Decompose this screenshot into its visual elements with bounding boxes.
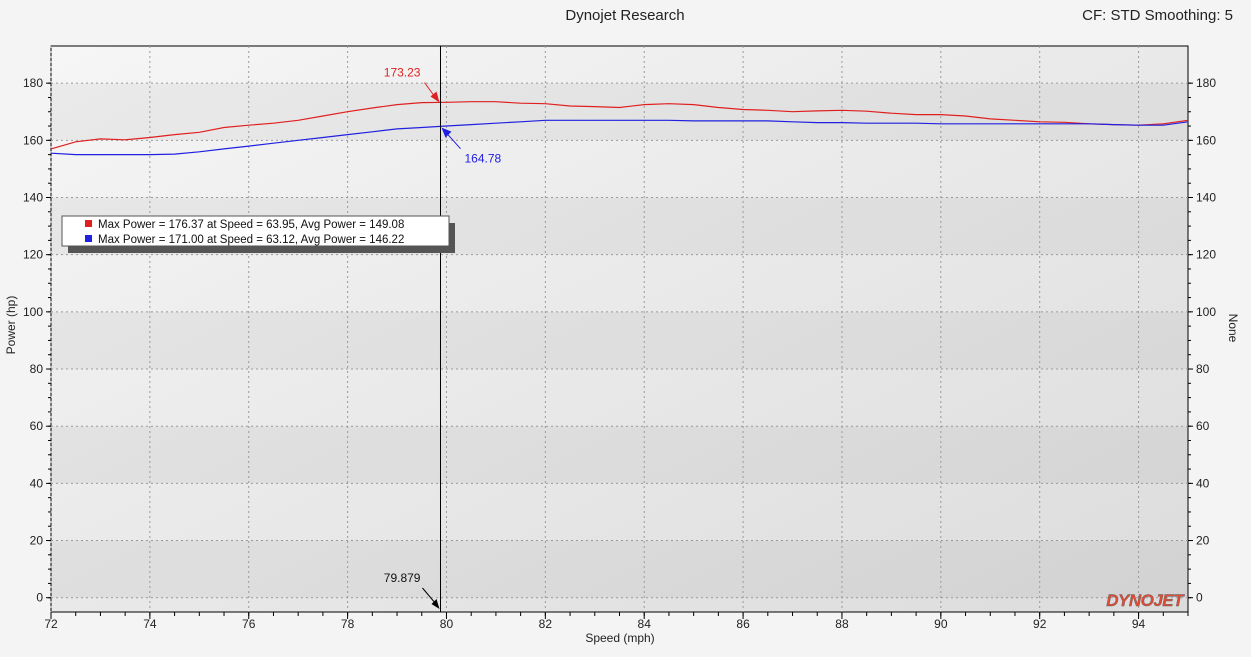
x-tick-label: 90 (934, 617, 948, 631)
y2-tick-label: 160 (1196, 133, 1216, 147)
x-tick-label: 88 (835, 617, 849, 631)
y-tick-label: 160 (23, 133, 43, 147)
plot-band (51, 426, 1188, 484)
y-tick-label: 60 (30, 419, 44, 433)
cf-smoothing-label: CF: STD Smoothing: 5 (1082, 7, 1233, 24)
x-tick-label: 72 (44, 617, 58, 631)
y-tick-label: 100 (23, 305, 43, 319)
plot-area (50, 45, 1189, 613)
grid-lines (50, 46, 1188, 612)
axis-ticks: 0 0 20 20 40 40 60 60 80 80 100 100 120 120 140 140 160 1… (23, 76, 1216, 631)
y-tick-label: 0 (36, 591, 43, 605)
y2-axis-label: None (1226, 314, 1240, 343)
legend-swatch-blue (85, 235, 92, 242)
y-tick-label: 140 (23, 191, 43, 205)
x-tick-label: 94 (1132, 617, 1146, 631)
series-line-0 (50, 101, 1189, 150)
x-tick-label: 80 (440, 617, 454, 631)
cursor-line-group[interactable]: 79.879 173.23 164.78 (384, 46, 502, 612)
y2-tick-label: 140 (1196, 191, 1216, 205)
x-tick-label: 82 (539, 617, 553, 631)
legend[interactable]: Max Power = 176.37 at Speed = 63.95, Avg… (61, 215, 455, 253)
y-tick-label: 180 (23, 76, 43, 90)
y2-tick-label: 100 (1196, 305, 1216, 319)
x-tick-label: 86 (736, 617, 750, 631)
x-tick-label: 84 (638, 617, 652, 631)
legend-swatch-red (85, 220, 92, 227)
y2-tick-label: 180 (1196, 76, 1216, 90)
y2-tick-label: 0 (1196, 591, 1203, 605)
cursor-x-arrowhead (431, 599, 440, 609)
y2-tick-label: 40 (1196, 476, 1210, 490)
y2-tick-label: 60 (1196, 419, 1210, 433)
x-tick-label: 78 (341, 617, 355, 631)
plot-band (51, 83, 1188, 141)
series-line-1 (50, 119, 1189, 156)
y2-tick-label: 20 (1196, 534, 1210, 548)
cursor-x-label: 79.879 (384, 571, 421, 585)
x-tick-label: 76 (242, 617, 256, 631)
y-tick-label: 40 (30, 476, 44, 490)
plot-band (51, 311, 1188, 370)
cursor-annotation-label: 173.23 (384, 66, 421, 80)
legend-box (61, 215, 450, 247)
y-tick-label: 80 (30, 362, 44, 376)
legend-entry-blue: Max Power = 171.00 at Speed = 63.12, Avg… (98, 234, 404, 246)
y2-tick-label: 120 (1196, 248, 1216, 262)
series-lines (50, 101, 1189, 156)
y2-tick-label: 80 (1196, 362, 1210, 376)
y-tick-label: 120 (23, 248, 43, 262)
x-tick-label: 74 (143, 617, 157, 631)
legend-entry-red: Max Power = 176.37 at Speed = 63.95, Avg… (98, 219, 404, 231)
plot-band (51, 540, 1188, 598)
y-tick-label: 20 (30, 534, 44, 548)
x-tick-label: 92 (1033, 617, 1047, 631)
cursor-annotation-arrowhead (441, 127, 452, 138)
cursor-annotation-arrowhead (430, 91, 440, 103)
y-axis-label: Power (hp) (4, 296, 18, 355)
chart-title: Dynojet Research (565, 7, 684, 24)
dynojet-logo: DYNOJET (1106, 591, 1185, 610)
x-axis-label: Speed (mph) (585, 631, 654, 645)
cursor-annotation-label: 164.78 (464, 152, 501, 166)
